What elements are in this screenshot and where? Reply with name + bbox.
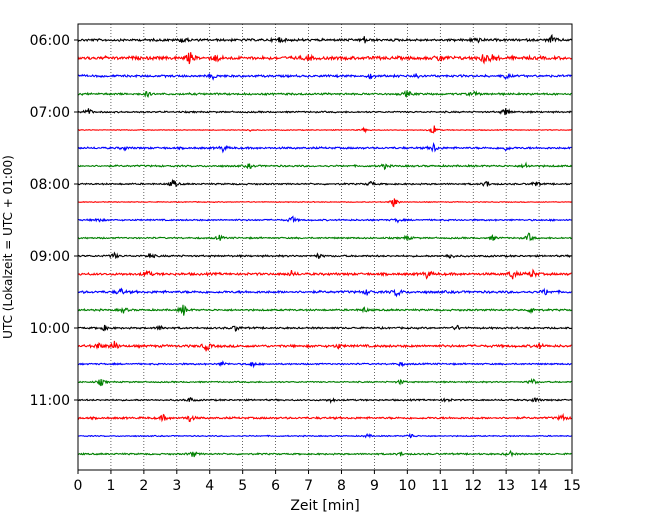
trace-0645: [77, 89, 572, 98]
trace-0845: [77, 232, 572, 242]
y-tick-label: 11:00: [30, 393, 70, 409]
y-tick-label: 08:00: [30, 177, 70, 193]
trace-0930: [77, 287, 572, 298]
x-tick-label: 14: [530, 478, 548, 494]
x-tick-label: 0: [74, 478, 83, 494]
trace-0700: [77, 108, 572, 116]
x-tick-label: 3: [172, 478, 181, 494]
trace-1130: [77, 432, 572, 439]
trace-0830: [77, 215, 572, 224]
trace-0915: [77, 268, 572, 280]
x-tick-label: 10: [398, 478, 416, 494]
trace-0615: [77, 52, 572, 65]
y-axis-label: UTC (Lokalzeit = UTC + 01:00): [1, 155, 15, 339]
x-tick-label: 9: [370, 478, 379, 494]
trace-0945: [77, 304, 572, 316]
trace-1145: [77, 449, 572, 458]
x-tick-label: 7: [304, 478, 313, 494]
trace-1000: [77, 324, 572, 332]
trace-0730: [77, 141, 572, 154]
x-axis-label: Zeit [min]: [290, 498, 359, 514]
seismic-traces: [77, 33, 572, 458]
trace-1015: [77, 340, 572, 352]
y-tick-label: 07:00: [30, 105, 70, 121]
x-tick-label: 2: [139, 478, 148, 494]
grid-lines: [110, 24, 540, 470]
trace-0900: [77, 251, 572, 260]
trace-0630: [77, 72, 572, 81]
x-tick-label: 8: [337, 478, 346, 494]
trace-0815: [77, 198, 572, 208]
trace-0800: [77, 178, 572, 188]
x-tick-label: 6: [271, 478, 280, 494]
x-tick-label: 1: [106, 478, 115, 494]
trace-1100: [77, 396, 572, 404]
x-tick-label: 4: [205, 478, 214, 494]
trace-1045: [77, 377, 572, 387]
x-tick-label: 12: [464, 478, 482, 494]
y-tick-label: 10:00: [30, 321, 70, 337]
x-tick-label: 5: [238, 478, 247, 494]
trace-0600: [77, 33, 572, 44]
x-tick-label: 15: [563, 478, 581, 494]
trace-1030: [77, 360, 572, 369]
y-tick-label: 06:00: [30, 33, 70, 49]
plot-frame: [77, 23, 573, 471]
trace-0715: [77, 125, 572, 134]
x-tick-label: 13: [497, 478, 515, 494]
y-ticks: 06:00 07:00 08:00 09:00 10:00 11:00: [30, 33, 78, 409]
trace-0745: [77, 161, 572, 171]
y-tick-label: 09:00: [30, 249, 70, 265]
trace-1115: [77, 412, 572, 423]
x-ticks: 0 1 2 3 4 5 6 7 8 9 10 11 12 13 14 15: [74, 470, 581, 494]
x-tick-label: 11: [431, 478, 449, 494]
